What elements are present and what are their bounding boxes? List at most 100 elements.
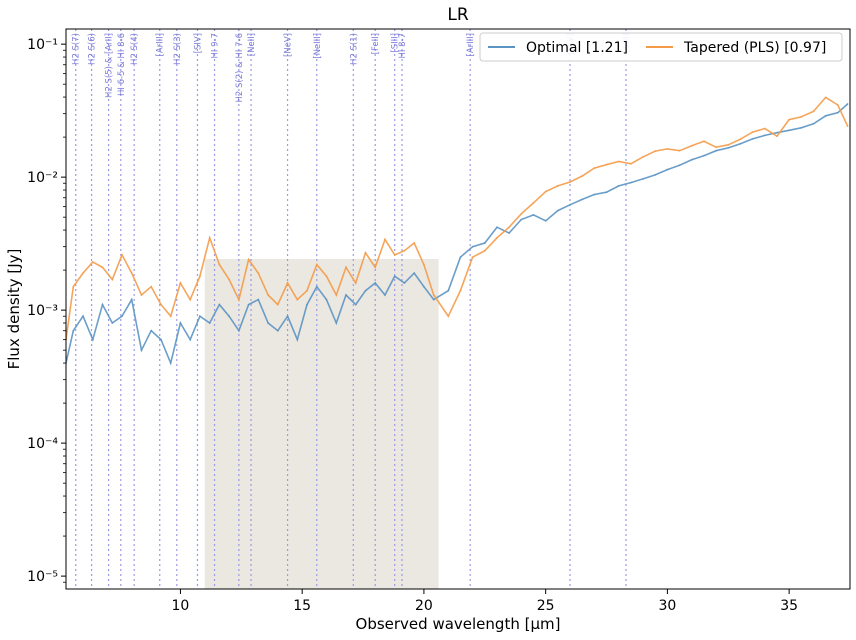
data-point: [130, 272, 133, 274]
data-point: [520, 213, 523, 215]
data-point: [508, 232, 510, 234]
data-point: [581, 175, 583, 177]
x-axis-label: Observed wavelength [μm]: [356, 615, 561, 633]
data-point: [483, 249, 486, 252]
data-point: [325, 298, 328, 301]
data-point: [544, 219, 547, 222]
data-point: [364, 289, 367, 292]
legend: Optimal [1.21] Tapered (PLS) [0.97]: [479, 32, 843, 62]
data-point: [520, 218, 523, 221]
data-point: [306, 303, 308, 306]
data-point: [296, 338, 299, 341]
data-point: [557, 185, 559, 187]
data-point: [569, 181, 571, 183]
data-point: [247, 303, 250, 306]
data-point: [496, 226, 498, 229]
series-line: [66, 96, 849, 340]
data-point: [121, 315, 123, 318]
data-point: [238, 329, 240, 332]
emission-line-label: H2 S(4): [130, 33, 140, 65]
data-point: [189, 298, 191, 301]
data-point: [393, 254, 396, 256]
emission-line-label: [NeIII]: [313, 33, 323, 59]
data-point: [393, 275, 396, 277]
emission-line-label: H2 S(1): [349, 33, 359, 65]
data-point: [846, 125, 849, 127]
data-point: [413, 242, 415, 244]
y-axis: 10⁻⁵ 10⁻⁴ 10⁻³ 10⁻² 10⁻¹: [27, 37, 66, 585]
emission-line-label: [NeII]: [247, 33, 257, 56]
data-point: [471, 256, 474, 259]
data-point: [800, 126, 803, 129]
data-point: [189, 338, 191, 341]
data-point: [228, 278, 230, 281]
data-point: [286, 315, 289, 318]
data-point: [751, 138, 754, 140]
data-point: [666, 148, 669, 150]
data-point: [257, 272, 260, 274]
data-point: [678, 164, 681, 166]
data-point: [800, 116, 803, 118]
y-tick-label: 10⁻¹: [27, 37, 58, 53]
data-point: [776, 135, 778, 138]
data-point: [581, 198, 583, 201]
chart-title: LR: [447, 5, 468, 25]
data-point: [315, 285, 318, 288]
data-point: [72, 329, 75, 332]
data-point: [218, 263, 221, 266]
data-point: [763, 134, 766, 137]
data-point: [593, 167, 596, 169]
emission-line-label: [SIII]: [391, 33, 401, 53]
data-point: [296, 298, 299, 301]
legend-label-optimal: Optimal [1.21]: [526, 40, 628, 56]
data-point: [739, 138, 742, 140]
data-point: [763, 127, 766, 130]
data-point: [130, 298, 133, 301]
data-point: [413, 272, 415, 274]
data-point: [824, 96, 827, 99]
data-point: [508, 226, 510, 229]
data-point: [169, 362, 172, 364]
data-point: [208, 236, 211, 239]
data-point: [447, 289, 450, 292]
data-point: [593, 193, 596, 196]
data-point: [617, 160, 620, 163]
data-point: [703, 140, 705, 143]
data-point: [483, 242, 486, 244]
data-point: [471, 245, 474, 248]
data-point: [703, 154, 705, 157]
data-point: [690, 159, 693, 161]
data-point: [72, 285, 75, 288]
data-point: [654, 174, 657, 176]
data-point: [121, 254, 123, 256]
data-point: [257, 298, 260, 301]
data-point: [82, 315, 84, 318]
data-point: [345, 266, 347, 269]
data-point: [306, 289, 308, 292]
plot-inner: H2 S(7) H2 S(6) H2 S(5) & [ArII] HI 6-5 & H…: [66, 29, 849, 589]
data-point: [788, 129, 790, 132]
data-point: [715, 146, 717, 148]
data-point: [824, 115, 827, 117]
data-point: [345, 294, 347, 296]
y-tick-label: 10⁻²: [27, 170, 58, 186]
x-axis: 10 15 20 25 30 35: [172, 589, 798, 614]
emission-line-label: H2 S(2) & HI 7-6: [235, 33, 245, 102]
data-point: [423, 285, 425, 288]
data-point: [403, 249, 406, 252]
data-point: [557, 209, 559, 212]
data-point: [160, 338, 162, 341]
data-point: [654, 150, 657, 152]
data-point: [727, 147, 730, 149]
x-tick-label: 10: [172, 598, 190, 614]
data-point: [267, 322, 269, 324]
data-point: [678, 149, 681, 152]
y-axis-label: Flux density [Jy]: [5, 249, 23, 370]
emission-line-label: [FeII]: [371, 33, 381, 54]
x-tick-label: 25: [537, 598, 555, 614]
data-point: [111, 278, 114, 281]
data-point: [776, 131, 778, 134]
data-point: [82, 272, 84, 274]
data-point: [228, 315, 230, 318]
